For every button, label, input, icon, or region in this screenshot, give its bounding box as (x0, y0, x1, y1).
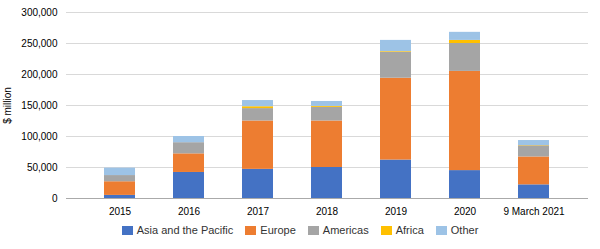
html-text:Africa: Africa (395, 224, 424, 236)
svg-text:2019: 2019 (385, 206, 408, 217)
svg-text:300,000: 300,000 (21, 7, 58, 18)
svg-text:200,000: 200,000 (21, 69, 58, 80)
svg-text:100,000: 100,000 (21, 131, 58, 142)
svg-text:150,000: 150,000 (21, 100, 58, 111)
html-text:Americas: Americas (322, 224, 369, 236)
svg-text:2017: 2017 (247, 206, 270, 217)
html-text:Europe: Europe (260, 224, 296, 236)
svg-text:2018: 2018 (316, 206, 339, 217)
svg-text:2016: 2016 (178, 206, 201, 217)
svg-text:9 March 2021: 9 March 2021 (503, 206, 565, 217)
svg-text:$ million: $ million (2, 87, 13, 124)
svg-text:0: 0 (52, 193, 58, 204)
svg-text:250,000: 250,000 (21, 38, 58, 49)
html-text:Other: Other (450, 224, 479, 236)
svg-text:2020: 2020 (454, 206, 477, 217)
html-text:Asia and the Pacific: Asia and the Pacific (136, 224, 234, 236)
svg-text:2015: 2015 (109, 206, 132, 217)
svg-text:50,000: 50,000 (27, 162, 58, 173)
